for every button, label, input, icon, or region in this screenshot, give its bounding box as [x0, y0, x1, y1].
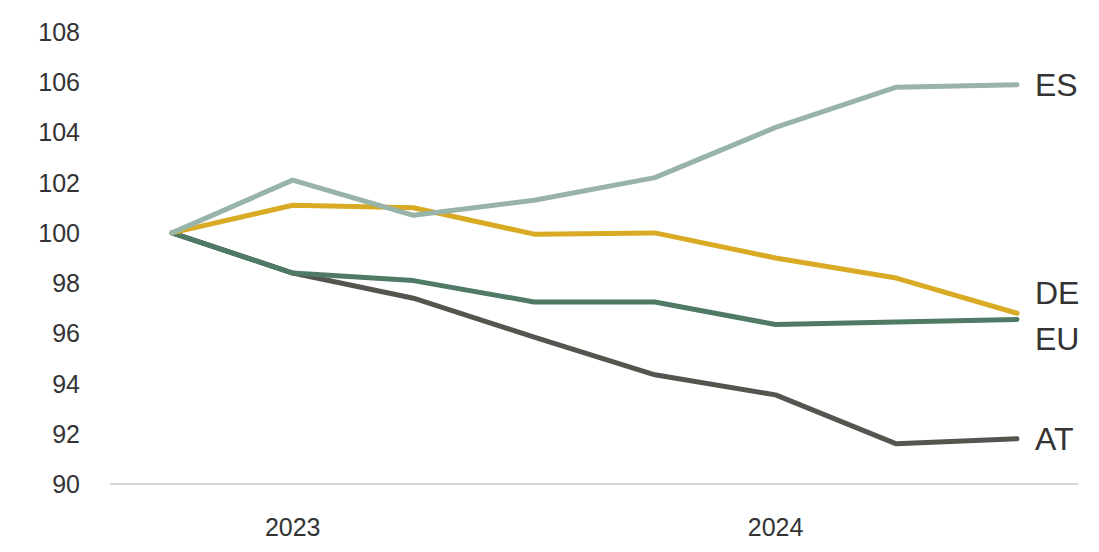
- series-label: ES: [1035, 67, 1078, 103]
- y-tick-label: 96: [52, 319, 80, 347]
- x-tick-label: 2024: [748, 513, 804, 541]
- chart-container: 90 92 94 96 98 100 102 104 106 108 2023 2024 ES DE EU A…: [0, 0, 1099, 552]
- y-axis: 90 92 94 96 98 100 102 104 106 108: [38, 18, 80, 498]
- series-line: [172, 85, 1017, 233]
- series-label: EU: [1035, 321, 1079, 357]
- y-tick-label: 94: [52, 370, 80, 398]
- x-tick-label: 2023: [265, 513, 321, 541]
- series-labels: ES DE EU AT: [1035, 67, 1079, 457]
- y-tick-label: 102: [38, 169, 80, 197]
- series-line: [172, 233, 1017, 444]
- y-tick-label: 106: [38, 68, 80, 96]
- series-label: AT: [1035, 421, 1074, 457]
- x-axis-line: [110, 483, 1078, 485]
- x-axis: 2023 2024: [110, 484, 1078, 541]
- y-tick-label: 108: [38, 18, 80, 46]
- series-line: [172, 205, 1017, 313]
- y-tick-label: 100: [38, 219, 80, 247]
- series-label: DE: [1035, 275, 1079, 311]
- lines: [172, 85, 1017, 444]
- y-tick-label: 104: [38, 118, 80, 146]
- chart: 90 92 94 96 98 100 102 104 106 108 2023 2024 ES DE EU A…: [0, 0, 1099, 552]
- y-tick-label: 98: [52, 269, 80, 297]
- y-tick-label: 90: [52, 470, 80, 498]
- y-tick-label: 92: [52, 420, 80, 448]
